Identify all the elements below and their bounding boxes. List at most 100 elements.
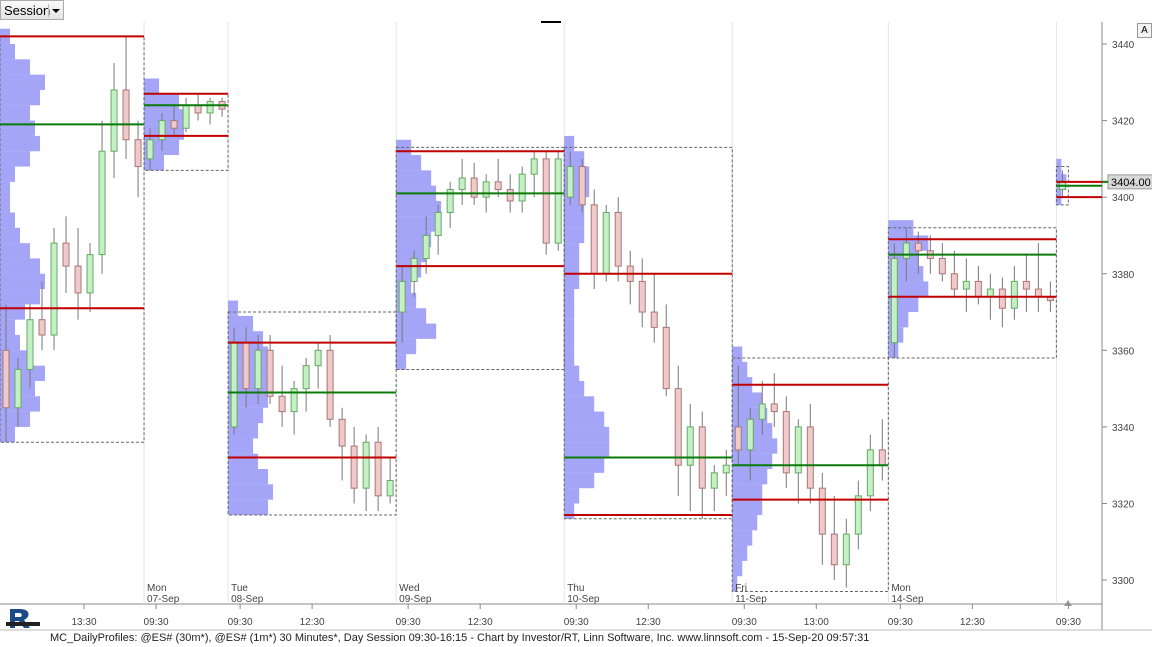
profile-bar (732, 576, 738, 592)
candle-body (266, 349, 274, 397)
date-label: 09-Sep (399, 594, 432, 605)
candle-body (650, 311, 658, 328)
profile-bar (564, 227, 585, 244)
candle-body (242, 342, 250, 390)
candle-body (530, 158, 538, 175)
candle-body (878, 449, 886, 466)
profile-bar (732, 530, 753, 546)
profile-bar (564, 488, 580, 504)
y-tick-label: 3420 (1112, 117, 1135, 128)
day-label: Mon (891, 583, 910, 594)
profile-bar (564, 289, 575, 305)
profile-bar (0, 135, 40, 152)
candle-body (986, 288, 994, 298)
date-label: 07-Sep (147, 594, 180, 605)
date-label: 11-Sep (735, 594, 767, 605)
session-box (887, 227, 1057, 359)
session-dropdown[interactable]: Session (0, 0, 64, 20)
profile-bar (228, 453, 259, 470)
profile-bar (0, 74, 45, 90)
candle-body (290, 388, 298, 413)
profile-bar (564, 258, 580, 274)
profile-bar (228, 499, 269, 515)
candle-body (470, 177, 478, 198)
profile-bar (564, 426, 610, 443)
candle-body (362, 441, 370, 489)
last-price-label: 3404.00 (1111, 177, 1151, 189)
candle-body (182, 104, 190, 129)
profile-bar (144, 109, 190, 125)
candle-body (746, 418, 754, 451)
footer-text: MC_DailyProfiles: @ES# (30m*), @ES# (1m*… (50, 632, 870, 644)
profile-bar (0, 335, 20, 351)
profile-bar (564, 243, 580, 259)
candle-body (2, 349, 10, 409)
profile-bar (732, 514, 758, 531)
candle-body (494, 181, 502, 191)
profile-bar (888, 342, 899, 358)
profile-bar (564, 457, 605, 473)
candle-body (542, 158, 550, 244)
profile-bar (0, 426, 15, 443)
profile-bar (0, 304, 25, 320)
candle-body (830, 533, 838, 566)
candle-body (638, 280, 646, 313)
autoscale-button[interactable]: A (1137, 23, 1152, 38)
x-tick-label: 09:30 (564, 617, 589, 628)
candle-body (50, 242, 58, 336)
profile-bar (564, 350, 575, 366)
candle-body (770, 403, 778, 413)
x-tick-label: 09:30 (144, 617, 169, 628)
toolbar: Session (0, 0, 1152, 22)
profile-bar (564, 335, 575, 351)
candle-body (1034, 288, 1042, 298)
y-tick-label: 3320 (1112, 499, 1135, 510)
date-label: 14-Sep (891, 594, 924, 605)
profile-bar (732, 407, 768, 424)
candle-body (566, 166, 574, 198)
profile-bar (888, 281, 929, 297)
profile-bar (0, 151, 30, 167)
candle-body (482, 181, 490, 198)
profile-bar (0, 227, 20, 244)
candle-body (710, 472, 718, 489)
candle-body (62, 242, 70, 267)
candle-body (14, 368, 22, 409)
profile-bar (732, 438, 778, 454)
dropdown-arrow (48, 4, 61, 17)
candle-body (158, 120, 166, 141)
profile-bar (0, 273, 45, 290)
profile-bar (228, 300, 239, 316)
candle-body (890, 257, 898, 344)
profile-bar (732, 560, 743, 577)
candle-body (206, 100, 214, 114)
candle-body (122, 89, 130, 141)
y-tick-label: 3300 (1112, 576, 1135, 587)
session-box (731, 357, 889, 593)
profile-bar (732, 361, 748, 378)
candle-body (722, 464, 730, 474)
profile-bar (732, 346, 743, 362)
day-label: Fri (735, 583, 747, 594)
candle-body (338, 418, 346, 447)
candle-body (278, 395, 286, 413)
profile-bar (564, 212, 585, 228)
candle-body (98, 150, 106, 256)
profile-bar (228, 361, 274, 378)
candle-body (662, 326, 670, 390)
profile-bar (396, 231, 432, 247)
profile-bar (0, 89, 40, 106)
x-tick-label: 12:30 (300, 617, 325, 628)
candle-body (686, 426, 694, 466)
profile-bar (0, 197, 10, 213)
profile-bar (0, 243, 30, 259)
candle-body (734, 426, 742, 451)
profile-bar (564, 442, 610, 458)
candle-body (314, 349, 322, 367)
y-tick-label: 3340 (1112, 423, 1135, 434)
profile-bar (144, 78, 160, 94)
